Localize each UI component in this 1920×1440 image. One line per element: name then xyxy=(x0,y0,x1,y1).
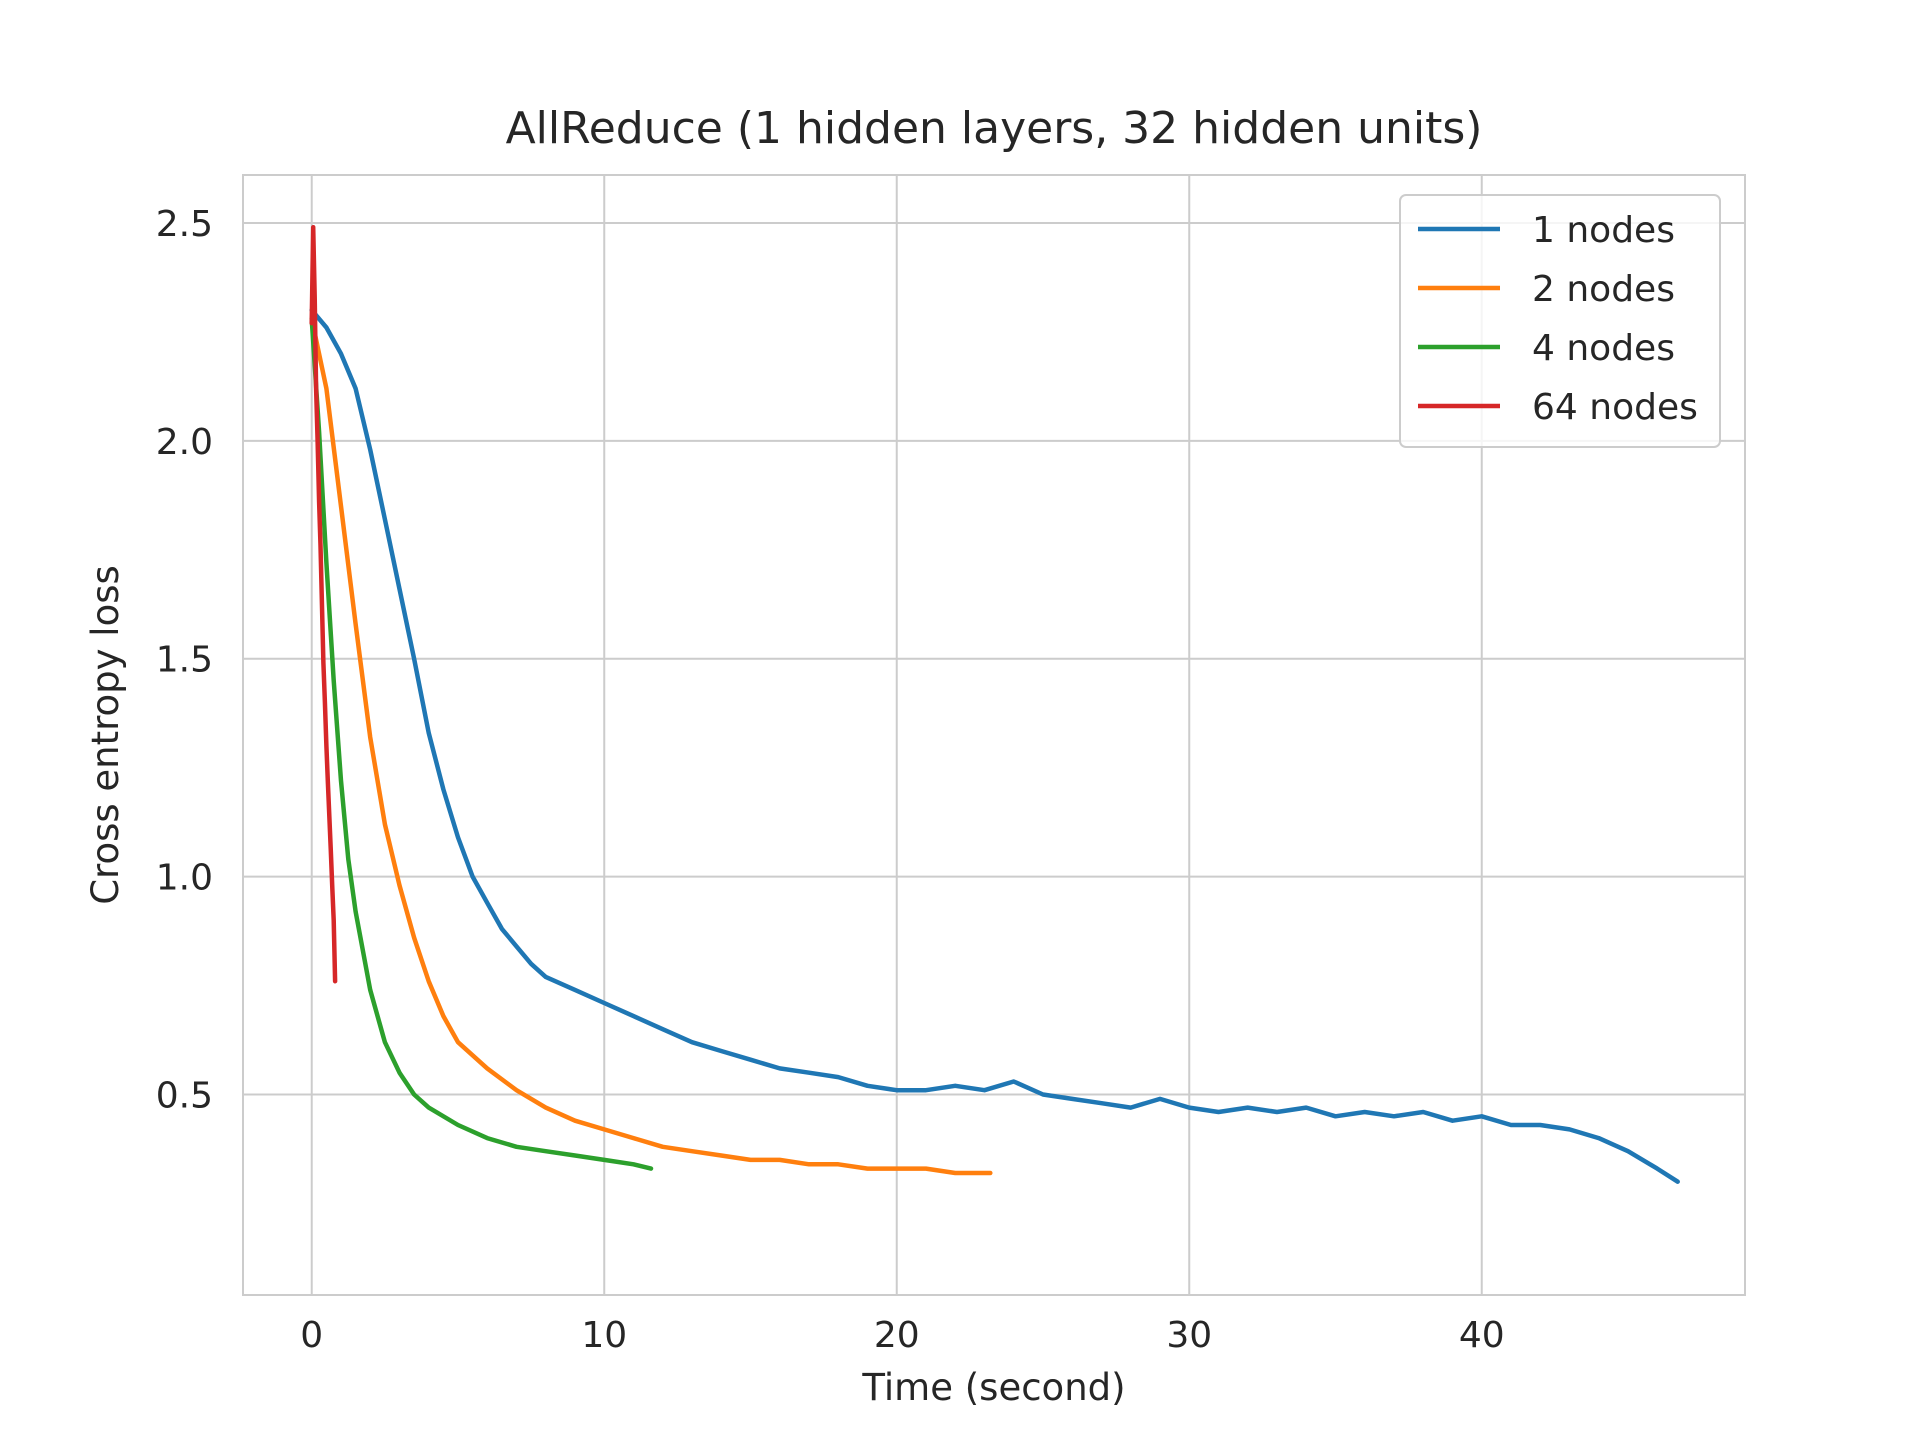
legend-label: 64 nodes xyxy=(1532,387,1698,428)
legend-label: 1 nodes xyxy=(1532,210,1675,251)
series-line-2 xyxy=(309,316,993,1176)
x-axis-label: Time (second) xyxy=(861,1366,1125,1409)
legend-label: 2 nodes xyxy=(1532,269,1675,310)
plot-frame xyxy=(242,174,1746,1296)
tick-labels: 0 10 20 30 40 0.5 1.0 1.5 2.0 2.5 xyxy=(156,204,1505,1356)
x-tick-label: 10 xyxy=(581,1315,627,1356)
y-tick-label: 2.0 xyxy=(156,422,213,463)
x-tick-label: 40 xyxy=(1459,1315,1505,1356)
legend: 1 nodes 2 nodes 4 nodes 64 nodes xyxy=(1399,194,1721,448)
series-line-1 xyxy=(309,307,1680,1184)
y-tick-label: 2.5 xyxy=(156,204,213,245)
series-line-4 xyxy=(309,225,338,984)
series-line-3 xyxy=(309,316,654,1171)
y-axis-label: Cross entropy loss xyxy=(84,565,127,905)
series-layer xyxy=(309,225,1680,1184)
x-tick-label: 30 xyxy=(1166,1315,1212,1356)
legend-label: 4 nodes xyxy=(1532,328,1675,369)
y-tick-label: 1.5 xyxy=(156,640,213,681)
y-tick-label: 1.0 xyxy=(156,858,213,899)
chart-title: AllReduce (1 hidden layers, 32 hidden un… xyxy=(506,103,1483,154)
y-tick-label: 0.5 xyxy=(156,1076,213,1117)
legend-box xyxy=(1399,194,1721,448)
x-tick-label: 20 xyxy=(874,1315,920,1356)
x-tick-label: 0 xyxy=(300,1315,323,1356)
